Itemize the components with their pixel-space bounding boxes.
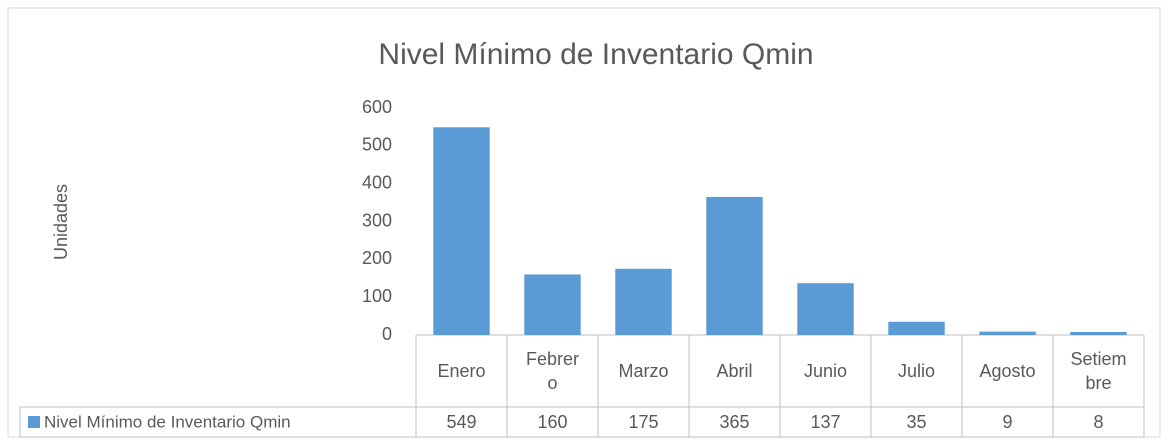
bar — [797, 283, 854, 335]
table-value: 365 — [719, 412, 749, 432]
table-value: 9 — [1002, 412, 1012, 432]
x-tick-label: Setiembre — [1070, 349, 1127, 393]
y-tick-label: 200 — [362, 248, 392, 268]
legend-label: Nivel Mínimo de Inventario Qmin — [44, 412, 291, 431]
y-tick-label: 100 — [362, 286, 392, 306]
table-value: 160 — [537, 412, 567, 432]
y-axis-label: Unidades — [51, 184, 71, 260]
x-tick-label: Febrero — [525, 349, 579, 393]
x-tick-label: Julio — [897, 361, 936, 381]
bar — [433, 127, 490, 335]
bar — [888, 321, 945, 335]
x-tick-label: Enero — [437, 361, 486, 381]
bar — [524, 274, 581, 335]
x-tick-label: Marzo — [618, 361, 669, 381]
bar — [979, 331, 1036, 335]
table-value: 137 — [810, 412, 840, 432]
bar — [615, 268, 672, 335]
table-value: 549 — [446, 412, 476, 432]
x-tick-label: Agosto — [979, 361, 1036, 381]
chart-title: Nivel Mínimo de Inventario Qmin — [378, 38, 813, 71]
y-tick-label: 0 — [382, 324, 392, 344]
table-value: 175 — [628, 412, 658, 432]
legend-swatch — [28, 416, 40, 428]
y-tick-label: 400 — [362, 172, 392, 192]
table-value: 35 — [906, 412, 926, 432]
chart-border — [7, 7, 1161, 438]
y-tick-label: 300 — [362, 210, 392, 230]
table-value: 8 — [1093, 412, 1103, 432]
x-tick-label: Abril — [716, 361, 753, 381]
x-tick-label: Junio — [803, 361, 848, 381]
bar — [706, 196, 763, 335]
y-tick-label: 600 — [362, 97, 392, 117]
y-tick-label: 500 — [362, 135, 392, 155]
bar — [1070, 331, 1127, 335]
